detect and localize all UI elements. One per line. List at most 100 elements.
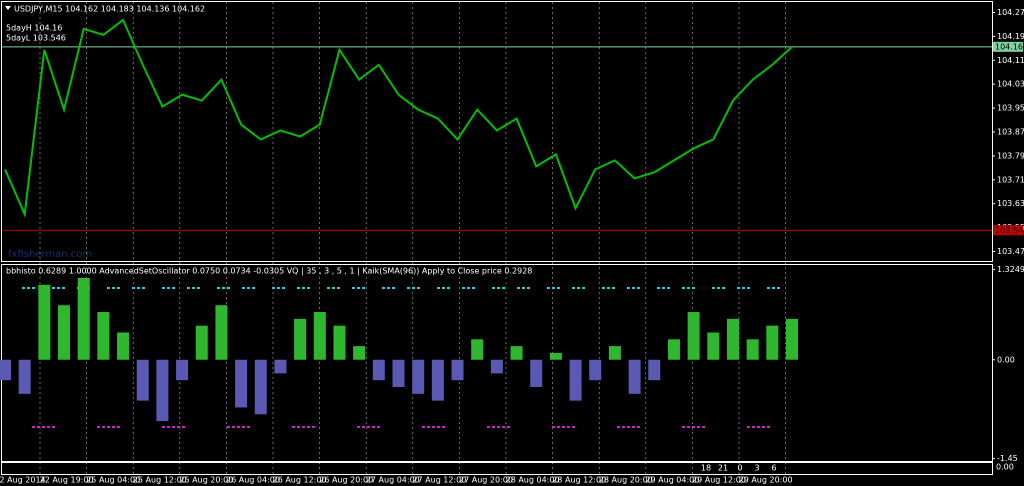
signal-dot <box>717 287 720 289</box>
histo-bar <box>431 359 444 401</box>
signal-dot <box>37 426 40 428</box>
signal-dot <box>272 287 275 289</box>
signal-dot <box>552 287 555 289</box>
signal-dot <box>222 287 225 289</box>
signal-dot <box>737 287 740 289</box>
signal-dot <box>742 287 745 289</box>
signal-dot <box>777 287 780 289</box>
y-tick-label: 103.475 <box>997 247 1024 256</box>
signal-dot <box>117 287 120 289</box>
counter: 0 <box>737 464 742 473</box>
level-tag <box>993 225 1023 236</box>
histo-bar <box>97 312 110 360</box>
signal-dot <box>97 426 100 428</box>
signal-dot <box>602 287 605 289</box>
signal-dot <box>657 287 660 289</box>
signal-dot <box>227 426 230 428</box>
signal-dot <box>337 287 340 289</box>
time-label: 28 Aug 20:00 <box>599 476 653 485</box>
signal-dot <box>307 426 310 428</box>
histo-bar <box>667 339 680 360</box>
histo-bar <box>333 325 346 360</box>
signal-dot <box>627 426 630 428</box>
histo-bar <box>707 332 720 360</box>
y-tick-label: 103.955 <box>997 104 1024 113</box>
signal-dot <box>357 426 360 428</box>
signal-dot <box>112 287 115 289</box>
y-tick-label: 103.635 <box>997 199 1024 208</box>
signal-dot <box>417 287 420 289</box>
signal-dot <box>112 426 115 428</box>
signal-dot <box>687 287 690 289</box>
histo-bar <box>195 325 208 360</box>
signal-dot <box>572 426 575 428</box>
y-tick-label: 103.875 <box>997 128 1024 137</box>
signal-dot <box>502 287 505 289</box>
y-tick-label: 1.3249 <box>997 265 1024 274</box>
histo-bar <box>628 359 641 394</box>
signal-dot <box>312 426 315 428</box>
menu-arrow[interactable] <box>5 6 11 10</box>
counter-scale: 0.00 <box>996 463 1014 472</box>
signal-dot <box>747 287 750 289</box>
signal-dot <box>117 426 120 428</box>
signal-dot <box>637 287 640 289</box>
signal-dot <box>697 426 700 428</box>
signal-dot <box>57 287 60 289</box>
signal-dot <box>187 287 190 289</box>
signal-dot <box>27 287 30 289</box>
time-label: 28 Aug 04:00 <box>506 476 560 485</box>
time-label: 27 Aug 12:00 <box>412 476 466 485</box>
signal-dot <box>377 426 380 428</box>
y-tick-label: 104.275 <box>997 8 1024 17</box>
histo-bar <box>294 318 307 360</box>
time-label: 22 Aug 2014 <box>0 476 46 485</box>
signal-dot <box>247 287 250 289</box>
histo-bar <box>786 318 798 360</box>
histo-bar <box>117 332 130 360</box>
signal-dot <box>487 426 490 428</box>
signal-dot <box>197 287 200 289</box>
signal-dot <box>767 287 770 289</box>
signal-dot <box>492 426 495 428</box>
signal-dot <box>372 426 375 428</box>
signal-dot <box>772 287 775 289</box>
signal-dot <box>237 426 240 428</box>
time-label: 26 Aug 20:00 <box>319 476 373 485</box>
signal-dot <box>247 426 250 428</box>
signal-dot <box>307 287 310 289</box>
histo-bar <box>687 312 700 360</box>
signal-dot <box>132 287 135 289</box>
signal-dot <box>437 426 440 428</box>
y-tick-label: 0.00 <box>997 355 1015 364</box>
signal-dot <box>522 287 525 289</box>
signal-dot <box>492 287 495 289</box>
histo-bar <box>353 346 366 360</box>
histo-bar <box>0 359 11 381</box>
signal-dot <box>382 287 385 289</box>
day-high: 5dayH 104.16 <box>6 24 62 33</box>
signal-dot <box>177 426 180 428</box>
signal-dot <box>362 426 365 428</box>
histo-bar <box>235 359 248 408</box>
signal-dot <box>497 426 500 428</box>
signal-dot <box>242 426 245 428</box>
signal-dot <box>52 426 55 428</box>
signal-dot <box>557 287 560 289</box>
histo-bar <box>530 359 543 388</box>
signal-dot <box>32 287 35 289</box>
signal-dot <box>582 287 585 289</box>
counter: 18 <box>701 464 711 473</box>
signal-dot <box>682 426 685 428</box>
signal-dot <box>607 287 610 289</box>
histo-bar <box>510 346 523 360</box>
time-label: 29 Aug 04:00 <box>645 476 699 485</box>
time-label: 28 Aug 12:00 <box>552 476 606 485</box>
watermark: fxfisherman.com <box>8 249 92 260</box>
signal-dot <box>547 287 550 289</box>
histo-bar <box>136 359 149 401</box>
signal-dot <box>22 287 25 289</box>
